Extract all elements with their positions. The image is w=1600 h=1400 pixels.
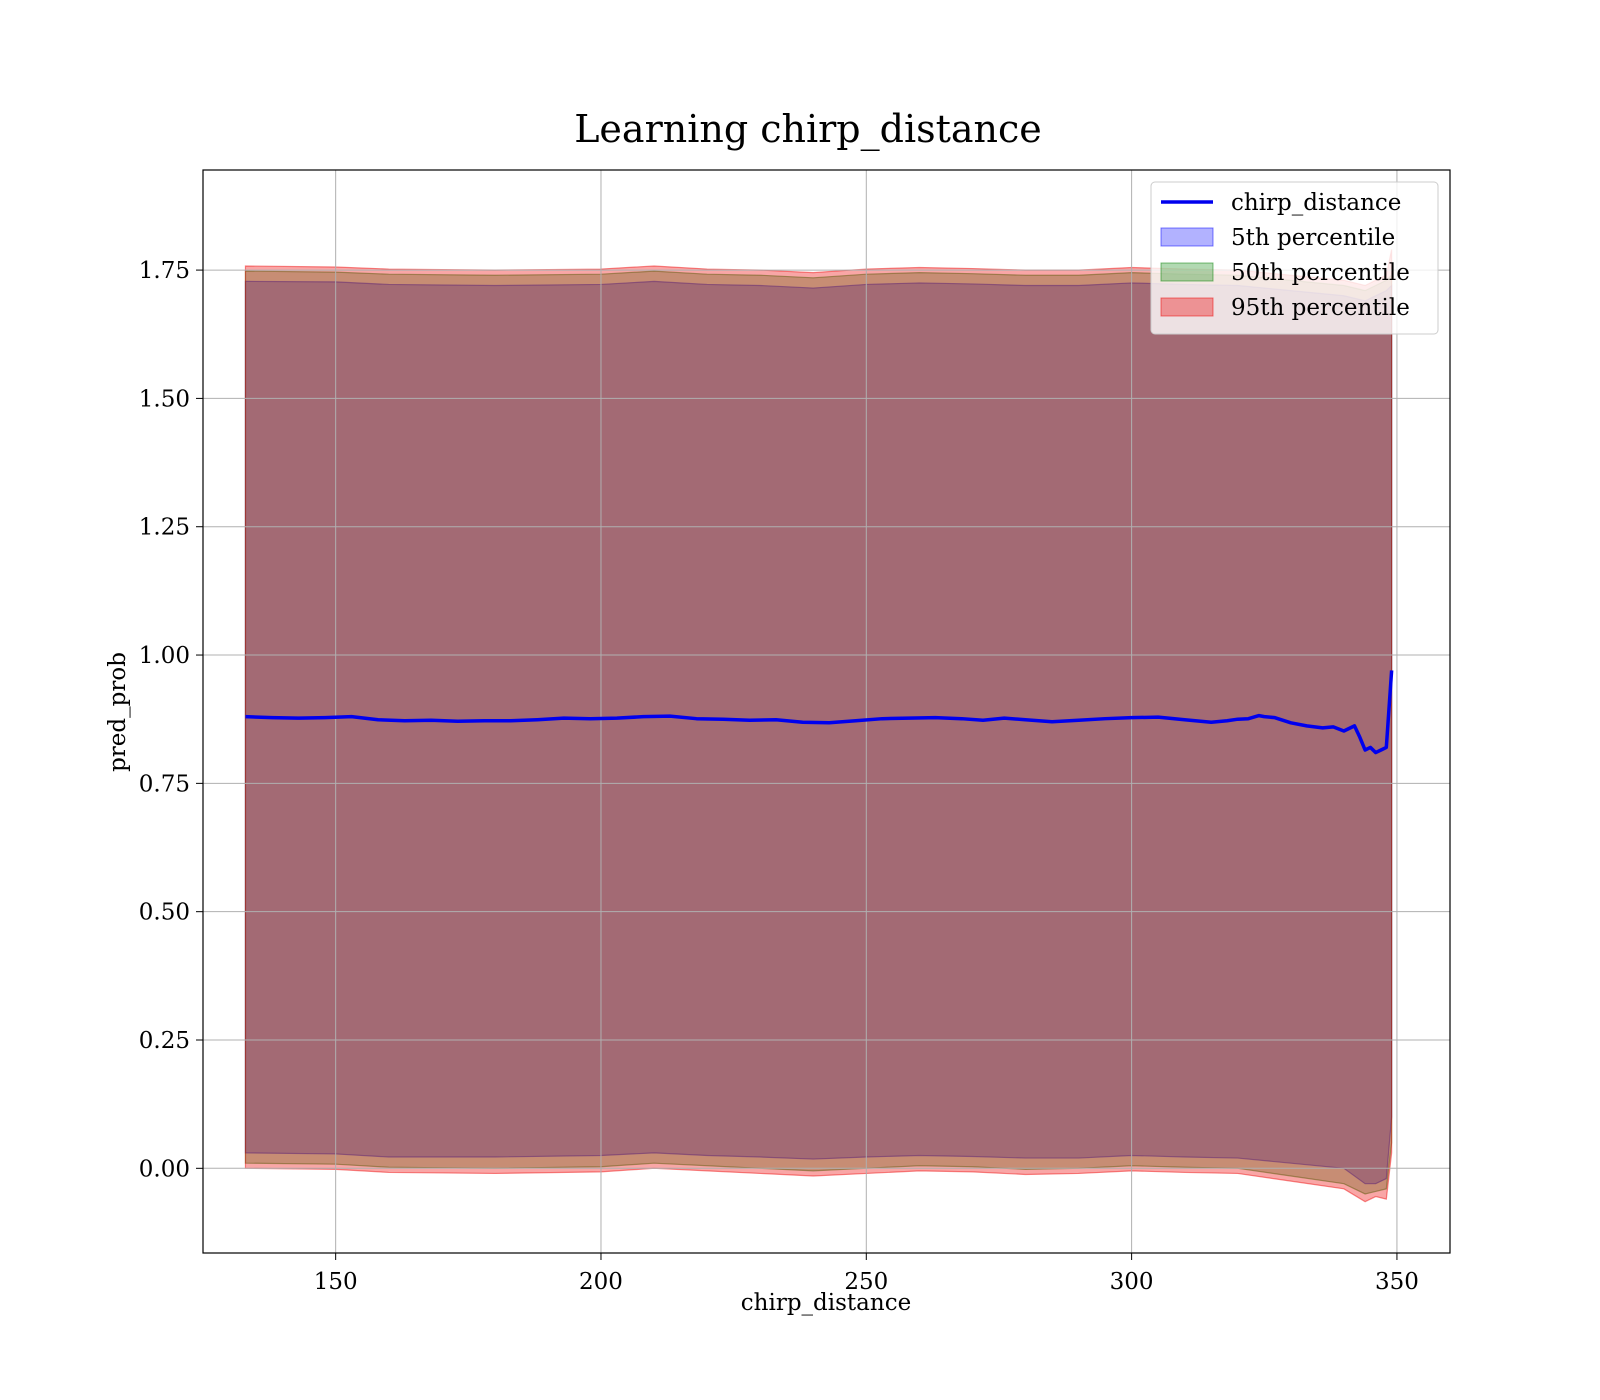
legend-swatch-band-2: [1160, 262, 1214, 282]
y-axis: 0.00 0.25 0.50 0.75 1.00 1.25 1.50 1.75: [139, 258, 203, 1182]
legend-label-chirp-distance: chirp_distance: [1231, 190, 1401, 216]
x-tick-label-2: 250: [844, 1269, 888, 1295]
x-tick-label-0: 150: [314, 1269, 358, 1295]
x-tick-label-1: 200: [579, 1269, 623, 1295]
y-tick-label-7: 1.75: [139, 258, 190, 284]
legend-label-band-3: 95th percentile: [1231, 295, 1410, 321]
y-tick-label-6: 1.50: [139, 386, 190, 412]
y-tick-label-5: 1.25: [139, 515, 190, 541]
y-tick-label-4: 1.00: [139, 643, 190, 669]
legend-label-band-1: 5th percentile: [1231, 225, 1395, 251]
x-axis-label: chirp_distance: [741, 1290, 911, 1316]
x-tick-label-4: 350: [1375, 1269, 1419, 1295]
band-2: [244, 270, 1393, 1195]
x-tick-label-3: 300: [1110, 1269, 1154, 1295]
x-axis: 150 200 250 300 350: [314, 1253, 1419, 1295]
y-tick-label-1: 0.25: [139, 1028, 190, 1054]
legend: chirp_distance 5th percentile 50th percent…: [1150, 181, 1439, 335]
series-line-chirp-distance: [245, 670, 1394, 755]
band-1: [244, 280, 1393, 1185]
y-tick-label-2: 0.50: [139, 900, 190, 926]
line-series: [245, 670, 1394, 755]
grid: [203, 170, 1450, 1253]
plot-frame: [202, 169, 1451, 1254]
legend-label-band-2: 50th percentile: [1231, 260, 1410, 286]
y-axis-label: pred_prob: [105, 652, 131, 772]
chart-title: Learning chirp_distance: [574, 107, 1042, 152]
y-tick-label-0: 0.00: [139, 1156, 190, 1182]
percentile-bands: [244, 249, 1393, 1203]
legend-swatch-band-3: [1160, 297, 1214, 317]
y-tick-label-3: 0.75: [139, 771, 190, 797]
band-3: [244, 249, 1393, 1203]
legend-box: [1150, 181, 1439, 335]
legend-swatch-band-1: [1160, 227, 1214, 247]
